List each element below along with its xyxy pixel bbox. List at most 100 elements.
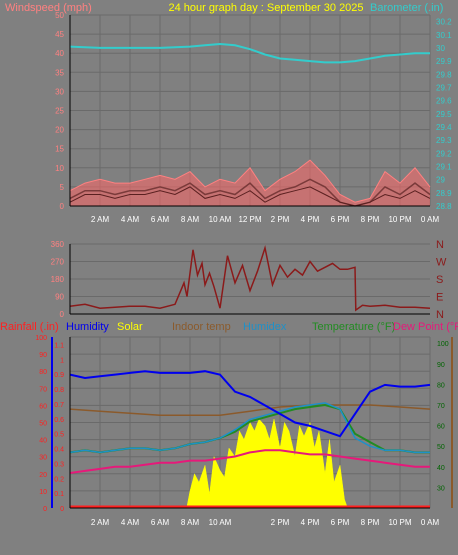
combined-axes: 0 10 20 30 40 50 60 70 80 90 100 0 0.1 0.2 0.3 0.4 0.5 0.… xyxy=(35,335,453,527)
rain-tick-label: 0.5 xyxy=(54,432,64,439)
combined-series xyxy=(69,370,431,509)
direction-grid xyxy=(70,243,430,315)
rain-tick-label: 0.7 xyxy=(54,402,64,409)
humidity-tick-label: 30 xyxy=(39,455,47,462)
direction-compass-label: N xyxy=(436,239,444,251)
direction-tick-label: 90 xyxy=(55,293,64,302)
rain-tick-label: 0.2 xyxy=(54,476,64,483)
barometer-tick-label: 28.8 xyxy=(436,202,452,211)
wind-tick-label: 50 xyxy=(55,11,64,20)
humidity-tick-label: 20 xyxy=(39,472,47,479)
temperature-tick-label: 60 xyxy=(437,424,445,431)
legend-indoor-temp: Indoor temp xyxy=(172,321,231,333)
wind-x-tick-label: 6 PM xyxy=(331,215,350,224)
barometer-tick-label: 29.3 xyxy=(436,136,452,145)
rain-tick-label: 1 xyxy=(60,357,64,364)
barometer-tick-label: 30.2 xyxy=(436,18,452,27)
direction-compass-label: W xyxy=(436,257,447,269)
barometer-series xyxy=(69,42,430,64)
temperature-tick-label: 100 xyxy=(437,341,449,348)
barometer-tick-label: 29 xyxy=(436,176,445,185)
barometer-tick-label: 30.1 xyxy=(436,31,452,40)
combined-x-tick-label: 4 AM xyxy=(121,518,140,527)
combined-x-tick-label: 10 AM xyxy=(209,518,232,527)
temperature-tick-label: 80 xyxy=(437,382,445,389)
direction-tick-label: 270 xyxy=(51,258,65,267)
combined-x-tick-label: 8 PM xyxy=(361,518,380,527)
direction-compass-label: N xyxy=(436,309,444,321)
humidity-tick-label: 10 xyxy=(39,489,47,496)
rain-tick-label: 0 xyxy=(60,506,64,513)
wind-x-tick-label: 4 PM xyxy=(301,215,320,224)
wind-x-tick-label: 8 PM xyxy=(361,215,380,224)
wind-tick-label: 15 xyxy=(55,145,64,154)
wind-x-tick-label: 2 PM xyxy=(271,215,290,224)
direction-compass-label: S xyxy=(436,274,443,286)
wind-x-tick-label: 10 PM xyxy=(388,215,411,224)
rain-tick-label: 0.1 xyxy=(54,491,64,498)
weather-combined-chart: 0 10 20 30 40 50 60 70 80 90 100 0 0.1 0.2 0.3 0.4 0.5 0.… xyxy=(0,321,458,527)
direction-tick-label: 360 xyxy=(51,240,65,249)
wind-tick-label: 30 xyxy=(55,87,64,96)
barometer-tick-label: 29.5 xyxy=(436,110,452,119)
wind-x-tick-label: 4 AM xyxy=(121,215,140,224)
wind-tick-label: 5 xyxy=(60,183,65,192)
temperature-tick-label: 90 xyxy=(437,362,445,369)
wind-series xyxy=(69,159,431,207)
combined-x-tick-label: 0 AM xyxy=(421,518,440,527)
combined-x-tick-label: 6 PM xyxy=(331,518,350,527)
humidity-line xyxy=(69,370,431,438)
temperature-tick-label: 40 xyxy=(437,465,445,472)
wind-gust-line xyxy=(69,159,431,203)
wind-x-tick-label: 6 AM xyxy=(151,215,170,224)
wind-tick-label: 35 xyxy=(55,68,64,77)
barometer-tick-label: 28.9 xyxy=(436,189,452,198)
temperature-tick-label: 30 xyxy=(437,485,445,492)
dewpoint-line xyxy=(69,449,430,474)
windspeed-axis-label: Windspeed (mph) xyxy=(5,2,92,14)
wind-x-tick-label: 12 PM xyxy=(238,215,261,224)
combined-x-tick-label: 2 PM xyxy=(271,518,290,527)
wind-avg-line xyxy=(69,186,431,207)
direction-tick-label: 180 xyxy=(51,275,65,284)
legend-dewpoint: Dew Point (°F) xyxy=(393,321,458,333)
graph-title: 24 hour graph day : September 30 2025 xyxy=(168,2,363,14)
humidity-tick-label: 50 xyxy=(39,421,47,428)
rain-tick-label: 0.8 xyxy=(54,387,64,394)
wind-x-tick-label: 2 AM xyxy=(91,215,110,224)
rain-tick-label: 1.1 xyxy=(54,342,64,349)
wind-grid xyxy=(70,14,431,207)
combined-x-tick-label: 4 PM xyxy=(301,518,320,527)
combined-x-tick-label: 6 AM xyxy=(151,518,170,527)
direction-tick-label: 0 xyxy=(60,310,65,319)
barometer-tick-label: 29.9 xyxy=(436,57,452,66)
direction-axes: 0 N 90 E 180 S 270 W 360 N xyxy=(51,239,447,321)
wind-tick-label: 25 xyxy=(55,107,64,116)
barometer-tick-label: 29.7 xyxy=(436,83,452,92)
wind-tick-label: 10 xyxy=(55,164,64,173)
legend-humidex: Humidex xyxy=(243,321,287,333)
legend-rainfall: Rainfall (.in) xyxy=(0,321,59,333)
combined-x-tick-label: 8 AM xyxy=(181,518,200,527)
barometer-axis-label: Barometer (.in) xyxy=(370,2,443,14)
rain-tick-label: 0.4 xyxy=(54,447,64,454)
humidity-tick-label: 70 xyxy=(39,386,47,393)
indoor-temp-line xyxy=(69,404,431,417)
wind-tick-label: 20 xyxy=(55,126,64,135)
temperature-tick-label: 70 xyxy=(437,403,445,410)
wind-direction-chart: 0 N 90 E 180 S 270 W 360 N xyxy=(51,239,447,321)
direction-line xyxy=(69,244,431,312)
humidity-tick-label: 0 xyxy=(43,506,47,513)
wind-axes: 0 5 10 15 20 25 30 35 40 45 50 28.8 28.9 29 29.1 29.2 29… xyxy=(55,11,452,224)
wind-x-tick-label: 0 AM xyxy=(421,215,440,224)
barometer-tick-label: 30 xyxy=(436,44,445,53)
wind-tick-label: 0 xyxy=(60,202,65,211)
rain-tick-label: 0.3 xyxy=(54,461,64,468)
combined-legend: Rainfall (.in) Humidity Solar Indoor tem… xyxy=(0,321,458,333)
legend-temperature: Temperature (°F) xyxy=(312,321,395,333)
barometer-tick-label: 29.6 xyxy=(436,97,452,106)
temperature-tick-label: 50 xyxy=(437,444,445,451)
humidity-tick-label: 90 xyxy=(39,352,47,359)
